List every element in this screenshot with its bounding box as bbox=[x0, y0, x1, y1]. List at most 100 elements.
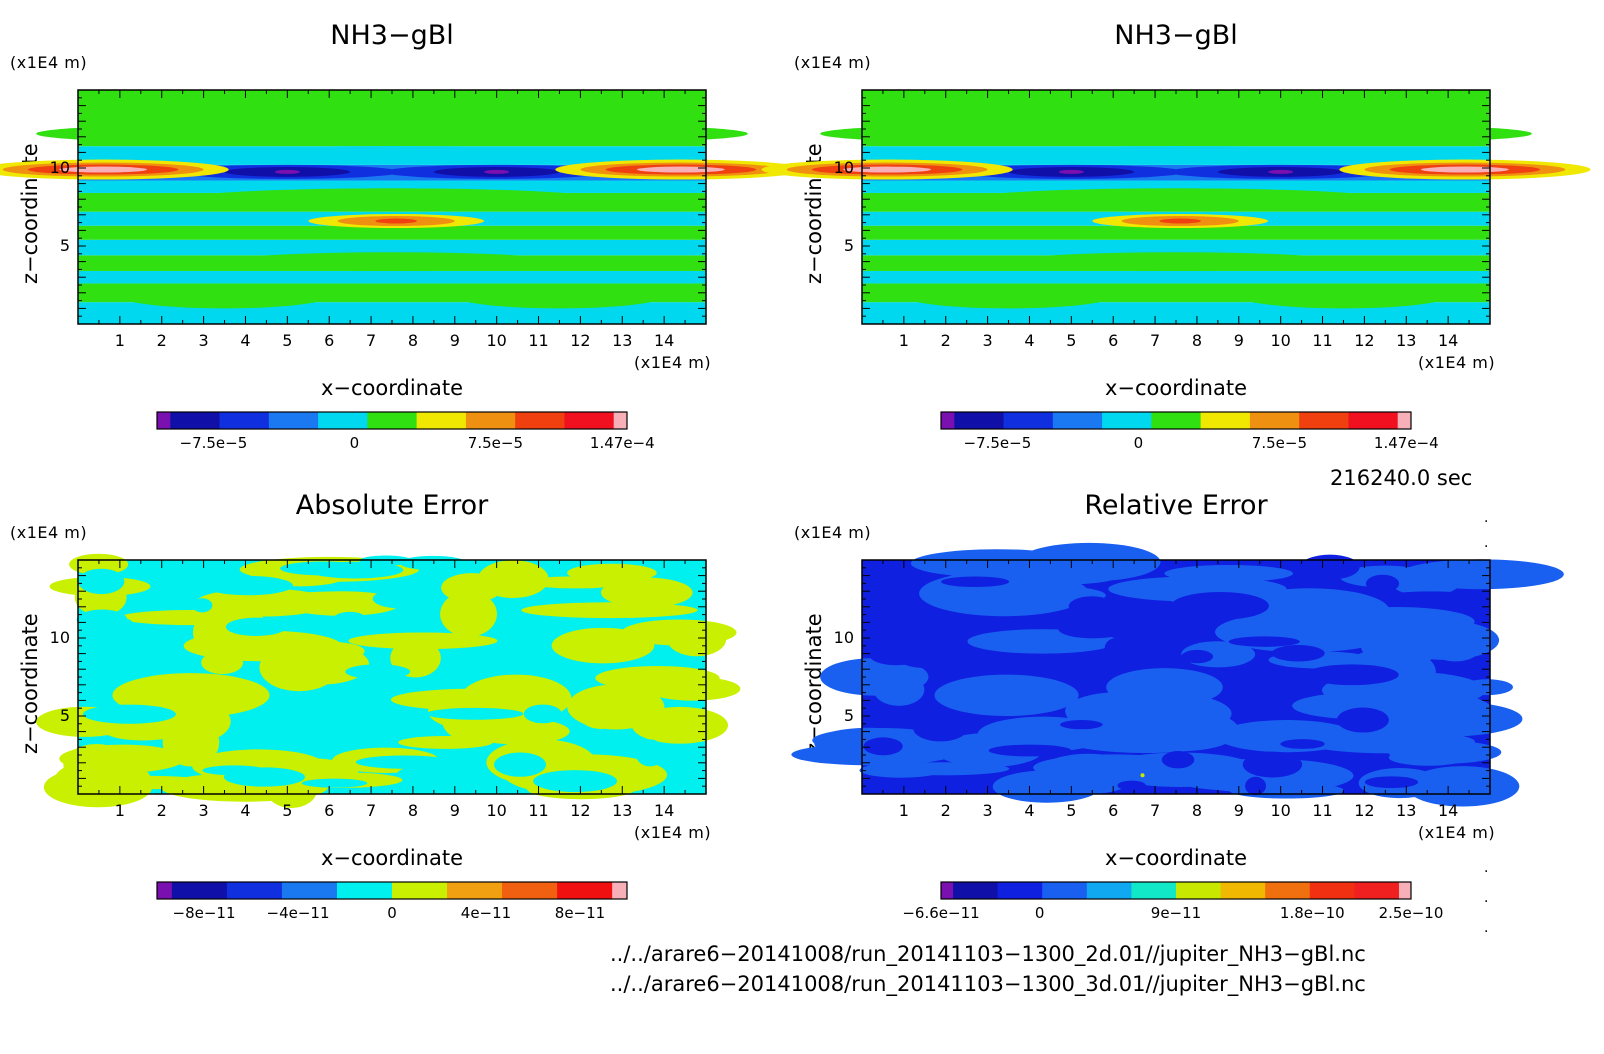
heatmap-plot bbox=[761, 89, 1591, 325]
y-tick-label: 10 bbox=[833, 158, 854, 177]
contour-region bbox=[426, 707, 524, 720]
contour-region bbox=[496, 125, 748, 142]
x-tick-label: 10 bbox=[1270, 801, 1291, 820]
heatmap-plot bbox=[791, 542, 1564, 807]
x-tick-label: 14 bbox=[653, 331, 675, 350]
contour-high bbox=[1420, 166, 1509, 173]
contour-region bbox=[1228, 636, 1300, 647]
contour-region bbox=[1068, 596, 1116, 617]
x-tick-label: 9 bbox=[449, 801, 460, 820]
x-tick-label: 8 bbox=[1191, 331, 1203, 350]
colorbar bbox=[156, 411, 628, 430]
colorbar-tick-label: −6.6e−11 bbox=[902, 904, 980, 922]
x-tick-label: 3 bbox=[982, 801, 993, 820]
colorbar-tick-label: 9e−11 bbox=[1150, 904, 1202, 922]
colorbar-tick-label: 7.5e−5 bbox=[467, 434, 523, 452]
x-tick-label: 3 bbox=[198, 801, 209, 820]
contour-high bbox=[375, 218, 418, 224]
colorbar-swatch bbox=[1131, 882, 1177, 899]
contour-region bbox=[36, 125, 288, 142]
contour-region bbox=[934, 674, 1079, 717]
x-tick-label: 8 bbox=[1191, 801, 1203, 820]
colorbar-frame bbox=[940, 411, 1412, 430]
x-tick-label: 11 bbox=[528, 801, 549, 820]
contour-region bbox=[988, 744, 1072, 757]
contour-region bbox=[182, 188, 602, 211]
contour-region bbox=[521, 602, 698, 619]
x-tick-label: 7 bbox=[1149, 801, 1161, 820]
contour-band bbox=[862, 225, 1490, 240]
colorbar-swatch bbox=[953, 882, 999, 899]
heatmap-plot bbox=[36, 553, 741, 808]
contour-region bbox=[441, 573, 503, 603]
x-axis-label: x−coordinate bbox=[1104, 376, 1248, 400]
contour-low bbox=[274, 169, 300, 174]
contour-region bbox=[78, 568, 125, 595]
colorbar-swatch bbox=[1176, 882, 1222, 899]
x-tick-label: 8 bbox=[407, 801, 419, 820]
colorbar-swatch bbox=[502, 882, 558, 899]
x-tick-label: 6 bbox=[1108, 801, 1119, 820]
contour-region bbox=[551, 627, 655, 664]
contour-band bbox=[862, 239, 1490, 256]
x-tick-label: 6 bbox=[324, 331, 335, 350]
contour-region bbox=[1300, 554, 1360, 580]
time-label: 216240.0 sec bbox=[1330, 466, 1473, 490]
contour-region bbox=[667, 622, 727, 657]
contour-region bbox=[580, 705, 621, 729]
x-tick-label: 13 bbox=[612, 801, 633, 820]
contour-region bbox=[203, 575, 293, 596]
colorbar-tick-label: 7.5e−5 bbox=[1251, 434, 1307, 452]
colorbar-tick-label: 0 bbox=[1133, 434, 1144, 452]
contour-high bbox=[636, 166, 725, 173]
contour-region bbox=[372, 588, 436, 609]
y-tick-label: 5 bbox=[59, 706, 70, 725]
x-tick-label: 11 bbox=[528, 331, 549, 350]
colorbar-swatch bbox=[1398, 882, 1412, 899]
x-tick-label: 11 bbox=[1312, 331, 1333, 350]
colorbar-swatch bbox=[1151, 412, 1202, 429]
contour-region bbox=[966, 188, 1386, 211]
x-tick-label: 8 bbox=[407, 331, 419, 350]
x-unit-label: (x1E4 m) bbox=[634, 353, 712, 372]
x-tick-label: 6 bbox=[1108, 331, 1119, 350]
x-tick-label: 10 bbox=[486, 331, 507, 350]
contour-region bbox=[1461, 679, 1513, 696]
contour-region bbox=[1171, 591, 1269, 620]
x-tick-label: 3 bbox=[198, 331, 209, 350]
contour-region bbox=[1060, 719, 1103, 730]
colorbar-swatch bbox=[1299, 412, 1349, 429]
x-tick-label: 14 bbox=[1437, 331, 1459, 350]
colorbar-swatch bbox=[157, 882, 173, 899]
contour-region bbox=[454, 283, 665, 309]
y-axis-label: z−coordinate bbox=[18, 613, 42, 754]
x-tick-label: 4 bbox=[240, 801, 251, 820]
y-unit-label: (x1E4 m) bbox=[794, 523, 872, 542]
contour-band bbox=[862, 180, 1490, 193]
x-tick-label: 2 bbox=[940, 331, 951, 350]
contour-region bbox=[567, 563, 657, 582]
colorbar-swatch bbox=[1200, 412, 1251, 429]
contour-region bbox=[1181, 649, 1214, 664]
x-tick-label: 5 bbox=[282, 801, 293, 820]
contour-band bbox=[78, 225, 706, 240]
chart-title: NH3−gBl bbox=[330, 20, 454, 51]
colorbar-swatch bbox=[465, 412, 516, 429]
contour-region bbox=[1364, 776, 1419, 789]
contour-region bbox=[119, 283, 330, 309]
colorbar-swatch bbox=[157, 412, 171, 429]
colorbar-swatch bbox=[226, 882, 283, 899]
contour-region bbox=[863, 737, 903, 756]
colorbar-swatch bbox=[1249, 412, 1300, 429]
chart-title: Relative Error bbox=[1084, 490, 1268, 521]
y-unit-label: (x1E4 m) bbox=[10, 523, 88, 542]
contour-region bbox=[192, 598, 213, 613]
contour-region bbox=[1388, 749, 1469, 766]
contour-high bbox=[843, 166, 932, 173]
contour-region bbox=[59, 744, 185, 773]
x-tick-label: 1 bbox=[898, 331, 909, 350]
x-tick-label: 13 bbox=[612, 331, 633, 350]
contour-low bbox=[1058, 169, 1084, 174]
x-tick-label: 7 bbox=[365, 801, 377, 820]
colorbar-swatch bbox=[281, 882, 338, 899]
